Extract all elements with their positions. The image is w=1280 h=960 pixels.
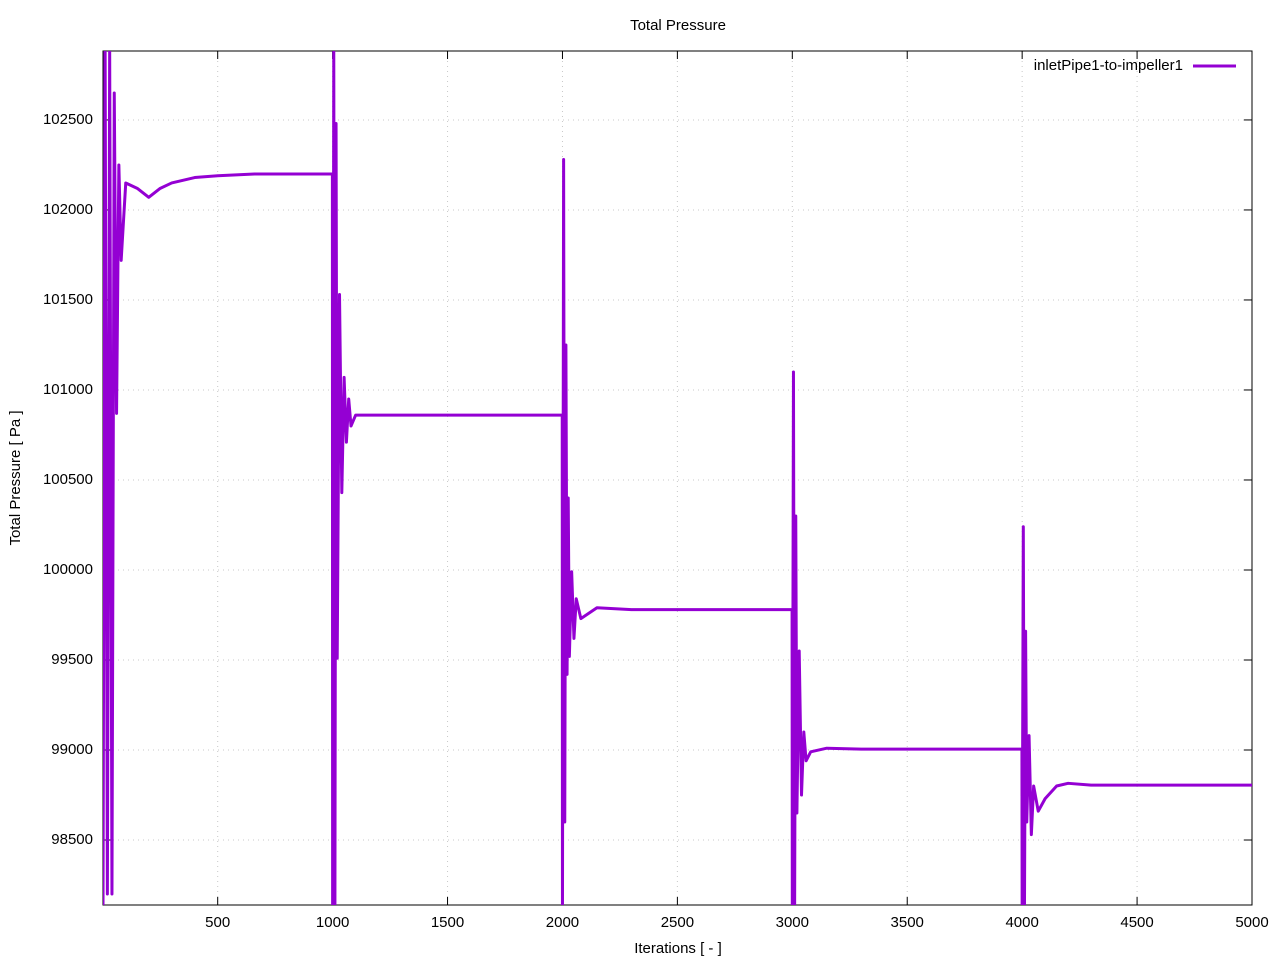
x-tick-label: 4500: [1120, 914, 1153, 931]
y-tick-label: 100000: [43, 561, 93, 578]
x-tick-label: 1500: [431, 914, 464, 931]
y-axis-label: Total Pressure [ Pa ]: [7, 410, 24, 545]
x-tick-label: 1000: [316, 914, 349, 931]
x-tick-label: 2500: [661, 914, 694, 931]
x-tick-label: 500: [205, 914, 230, 931]
x-tick-label: 3000: [776, 914, 809, 931]
legend-label: inletPipe1-to-impeller1: [1034, 57, 1183, 74]
y-tick-label: 99000: [51, 741, 93, 758]
y-tick-label: 101000: [43, 381, 93, 398]
y-tick-label: 102500: [43, 111, 93, 128]
x-tick-label: 3500: [891, 914, 924, 931]
y-tick-label: 98500: [51, 831, 93, 848]
y-tick-label: 99500: [51, 651, 93, 668]
y-tick-label: 100500: [43, 471, 93, 488]
x-tick-label: 4000: [1005, 914, 1038, 931]
x-tick-label: 5000: [1235, 914, 1268, 931]
x-axis-label: Iterations [ - ]: [634, 940, 722, 957]
y-tick-label: 102000: [43, 201, 93, 218]
plot-area: [103, 51, 1252, 905]
data-line: [103, 51, 1252, 905]
x-tick-label: 2000: [546, 914, 579, 931]
chart-title: Total Pressure: [630, 17, 726, 34]
y-tick-label: 101500: [43, 291, 93, 308]
